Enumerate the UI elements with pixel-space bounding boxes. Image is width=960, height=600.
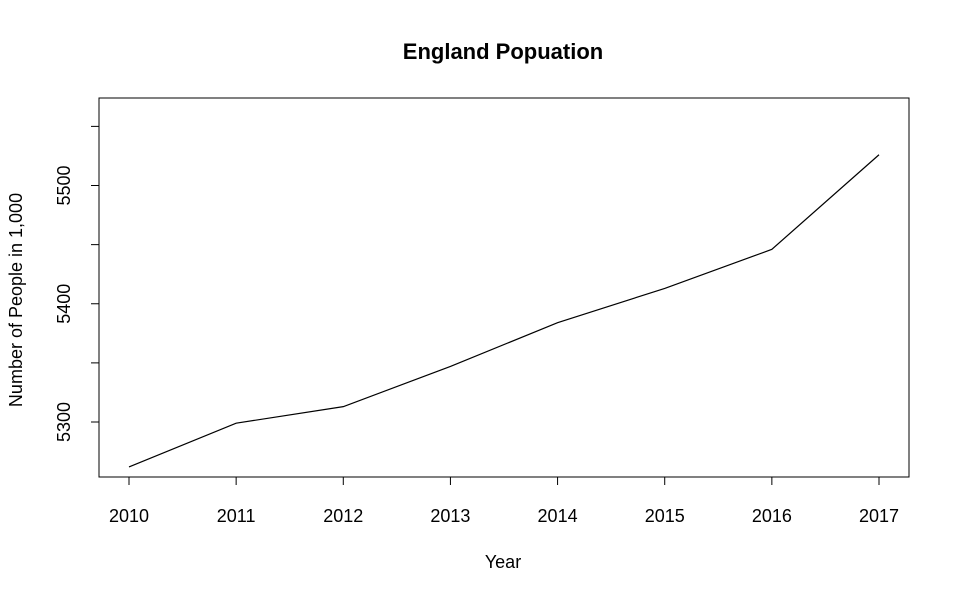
x-axis: 2010 2011 2012 2013 2014 2015 2016 2017 — [109, 476, 899, 526]
series-line — [128, 154, 880, 468]
x-axis-label: Year — [485, 552, 521, 572]
x-tick-label: 2013 — [430, 506, 470, 526]
y-tick-label: 5500 — [54, 165, 74, 205]
x-tick-label: 2017 — [859, 506, 899, 526]
y-tick-label: 5400 — [54, 284, 74, 324]
x-tick-label: 2016 — [752, 506, 792, 526]
chart-title: England Popuation — [403, 39, 603, 64]
y-axis-label: Number of People in 1,000 — [6, 193, 26, 407]
plot-frame — [98, 97, 910, 478]
x-tick-label: 2015 — [645, 506, 685, 526]
x-tick-label: 2011 — [217, 506, 256, 526]
x-tick-label: 2012 — [323, 506, 363, 526]
x-tick-label: 2014 — [538, 506, 578, 526]
y-axis: 5300 5400 5500 — [54, 125, 100, 442]
x-tick-label: 2010 — [109, 506, 149, 526]
y-tick-label: 5300 — [54, 402, 74, 442]
